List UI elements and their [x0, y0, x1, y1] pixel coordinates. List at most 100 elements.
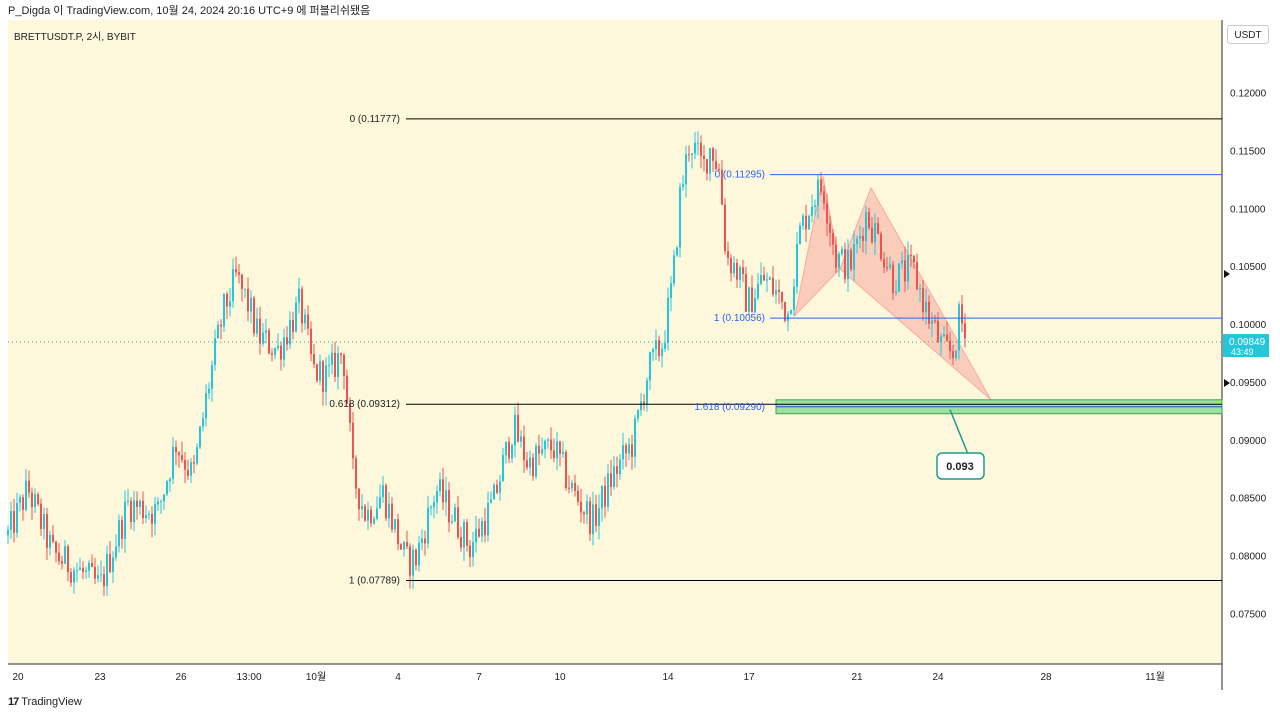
candle-body [109, 553, 111, 572]
tradingview-brand[interactable]: 17 TradingView [8, 694, 82, 710]
candle-body [457, 507, 459, 538]
candle-body [595, 504, 597, 526]
candle-body [625, 445, 627, 454]
candles [7, 131, 966, 596]
candle-body [577, 490, 579, 502]
candle-body [871, 227, 873, 243]
candle-body [289, 319, 291, 345]
candle-body [229, 301, 231, 307]
candle-body [556, 441, 558, 459]
axis-marker-icon [1224, 379, 1230, 387]
candle-body [505, 441, 507, 456]
candle-body [919, 288, 921, 290]
candle-body [697, 142, 699, 144]
candle-body [850, 250, 852, 270]
candle-body [796, 243, 798, 287]
candle-body [811, 206, 813, 216]
currency-button[interactable]: USDT [1227, 25, 1269, 44]
candle-body [913, 255, 915, 263]
candle-body [733, 262, 735, 274]
candle-body [37, 494, 39, 504]
candle-body [889, 264, 891, 268]
last-price-badge[interactable] [1223, 334, 1269, 358]
candle-body [643, 401, 645, 405]
candle-body [235, 269, 237, 273]
candle-body [127, 500, 129, 502]
candle-body [610, 473, 612, 487]
candle-body [880, 233, 882, 260]
candle-body [373, 518, 375, 524]
candle-body [73, 570, 75, 583]
candle-body [472, 542, 474, 558]
candle-body [19, 497, 21, 504]
time-tick-label: 7 [476, 672, 482, 683]
candle-body [190, 462, 192, 476]
candle-body [517, 414, 519, 442]
candle-body [433, 502, 435, 508]
candle-body [862, 235, 864, 242]
candle-body [253, 297, 255, 334]
candle-body [634, 418, 636, 457]
candle-body [655, 340, 657, 350]
candle-body [307, 314, 309, 329]
candle-body [427, 507, 429, 544]
candle-body [376, 508, 378, 519]
candle-body [475, 528, 477, 543]
time-tick-label: 20 [12, 672, 24, 683]
candle-body [16, 503, 18, 533]
candle-body [649, 352, 651, 381]
candle-body [487, 502, 489, 536]
candle-body [217, 324, 219, 339]
candle-body [151, 513, 153, 524]
candle-body [184, 459, 186, 470]
candle-body [559, 441, 561, 454]
time-tick-label: 4 [395, 672, 401, 683]
candle-body [79, 567, 81, 571]
candle-body [274, 348, 276, 355]
tradingview-logo-icon: 17 [8, 696, 19, 708]
candle-body [916, 262, 918, 290]
candle-body [949, 340, 951, 352]
candle-body [388, 503, 390, 519]
candle-body [130, 500, 132, 522]
candle-body [673, 255, 675, 284]
time-axis[interactable] [8, 664, 1222, 690]
candle-body [550, 439, 552, 451]
candle-body [709, 148, 711, 174]
candle-body [739, 267, 741, 280]
candle-body [670, 283, 672, 298]
candle-body [208, 388, 210, 394]
candle-body [589, 501, 591, 535]
candle-body [205, 393, 207, 419]
candle-body [820, 179, 822, 192]
price-tick-label: 0.10000 [1230, 320, 1267, 331]
candle-body [817, 179, 819, 206]
candle-body [514, 414, 516, 446]
candle-body [298, 288, 300, 303]
candle-body [49, 534, 51, 548]
candle-body [859, 235, 861, 239]
candle-body [661, 348, 663, 356]
candle-body [613, 466, 615, 487]
candle-body [391, 503, 393, 530]
publish-attribution: P_Digda 이 TradingView.com, 10월 24, 2024 … [8, 5, 371, 17]
time-tick-label: 10 [554, 672, 566, 683]
brand-name: TradingView [21, 696, 82, 708]
candle-body [901, 260, 903, 264]
candle-body [523, 436, 525, 461]
candle-body [463, 521, 465, 548]
annotation-callout[interactable] [936, 452, 985, 480]
symbol-label[interactable]: BRETTUSDT.P, 2시, BYBIT [14, 32, 136, 43]
candle-body [853, 244, 855, 270]
candle-body [313, 354, 315, 365]
candle-body [58, 552, 60, 562]
candle-body [52, 534, 54, 542]
candle-body [616, 466, 618, 474]
candle-body [349, 403, 351, 423]
candle-body [193, 462, 195, 464]
candle-body [544, 440, 546, 450]
candle-body [277, 345, 279, 349]
price-tick-label: 0.11500 [1230, 146, 1266, 157]
